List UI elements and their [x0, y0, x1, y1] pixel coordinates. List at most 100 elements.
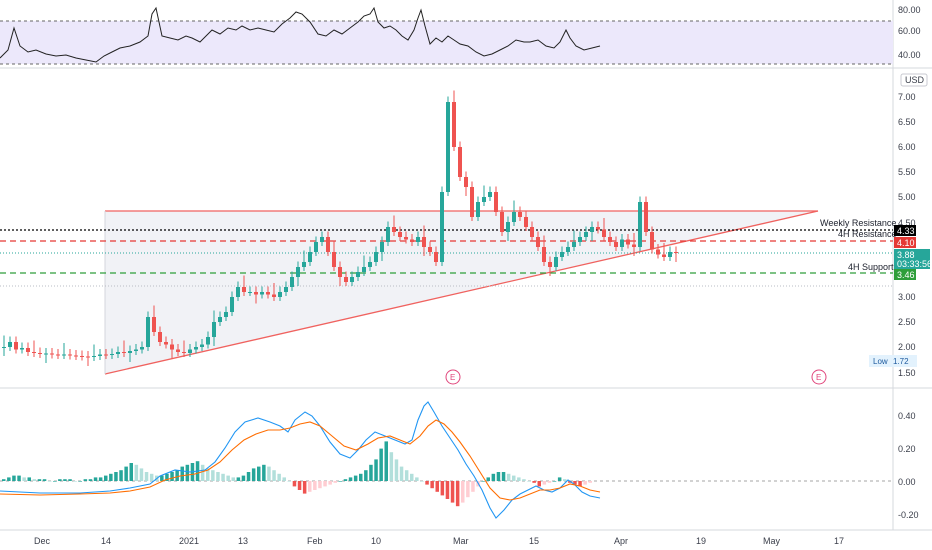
weekly-resistance-value: 4.33 [897, 226, 915, 236]
candle-body [188, 349, 192, 353]
histogram-bar [313, 481, 317, 490]
candle-body [452, 102, 456, 147]
macd-signal-line [0, 419, 601, 501]
candle-body [224, 312, 228, 317]
candle-body [350, 277, 354, 282]
candle-body [176, 349, 180, 352]
histogram-bar [415, 477, 419, 481]
histogram-bar [231, 477, 235, 481]
low-tag [869, 355, 917, 367]
triangle-bottom-line[interactable] [104, 210, 819, 375]
histogram-bar [394, 459, 399, 481]
date-label: 13 [238, 536, 248, 546]
price-axis[interactable]: USD 7.00 6.50 6.00 5.50 5.00 4.50 3.00 2… [869, 73, 932, 378]
histogram-bar [2, 479, 6, 481]
candle-body [602, 229, 606, 237]
h4-resistance-tag [894, 237, 916, 248]
candle-body [626, 239, 630, 245]
histogram-bar [506, 473, 511, 481]
histogram-bar [7, 477, 11, 481]
histogram-bar [308, 481, 312, 492]
candle-body [290, 277, 294, 287]
candle-body [308, 252, 312, 262]
histogram-bar [512, 475, 516, 481]
candle-body [50, 353, 54, 355]
histogram-bar [364, 470, 368, 481]
histogram-bar [180, 466, 184, 481]
histogram-bar [282, 477, 286, 481]
macd-line [0, 401, 601, 519]
candle-body [86, 356, 90, 358]
histogram-bar [547, 481, 552, 483]
histogram-bar [211, 470, 215, 481]
candle-body [674, 252, 678, 253]
candle-body [566, 247, 570, 252]
candle-body [404, 237, 408, 240]
histogram-bar [114, 472, 118, 481]
histogram-bar [119, 470, 123, 481]
rsi-line [0, 6, 601, 63]
histogram-bar [466, 481, 470, 498]
date-label: Apr [614, 536, 628, 546]
h4-support-tag [894, 269, 916, 280]
histogram-bar [496, 472, 501, 481]
histogram-bar [272, 470, 276, 481]
candle-body [488, 192, 492, 197]
candlestick-series[interactable] [2, 90, 678, 367]
price-panel[interactable]: Weekly Resistance 4H Resistance 4H Suppo… [0, 90, 897, 385]
histogram-bar [389, 452, 394, 481]
candle-body [356, 272, 360, 277]
price-tick: 1.50 [898, 368, 916, 378]
histogram-bar [262, 464, 266, 481]
histogram-bar [206, 468, 210, 481]
currency-badge[interactable] [900, 73, 928, 87]
histogram-bar [374, 459, 378, 481]
candle-body [278, 292, 282, 297]
macd-panel[interactable] [0, 401, 893, 519]
candle-body [62, 354, 66, 356]
date-label: 2021 [179, 536, 199, 546]
price-tick: 6.50 [898, 117, 916, 127]
candle-body [236, 287, 240, 297]
rsi-panel[interactable] [0, 6, 893, 65]
histogram-bar [333, 481, 337, 483]
histogram-bar [522, 479, 526, 481]
date-label: 19 [696, 536, 706, 546]
candle-body [56, 354, 60, 356]
candle-body [104, 354, 108, 356]
h4-resistance-value: 4.10 [897, 238, 915, 248]
histogram-bar [425, 481, 429, 485]
weekly-resistance-tag [894, 225, 916, 236]
histogram-bar [450, 481, 455, 503]
earnings-marker[interactable]: E [811, 369, 827, 385]
histogram-bar [430, 481, 434, 489]
candle-body [542, 247, 546, 262]
candle-body [608, 237, 612, 242]
histogram-bar [139, 468, 144, 481]
candle-body [74, 355, 78, 357]
histogram-bar [353, 475, 358, 481]
candle-body [20, 348, 24, 350]
date-label: May [763, 536, 781, 546]
histogram-bar [53, 481, 57, 482]
candle-body [572, 242, 576, 247]
candle-body [134, 349, 138, 351]
histogram-bar [185, 464, 190, 481]
time-axis[interactable]: Dec 14 2021 13 Feb 10 Mar 15 Apr 19 May … [34, 536, 844, 546]
last-price-tag [894, 249, 930, 269]
candle-body [110, 354, 114, 355]
histogram-bar [517, 477, 521, 481]
date-label: 15 [529, 536, 539, 546]
candle-body [386, 227, 390, 242]
histogram-bar [455, 481, 460, 507]
candle-body [668, 252, 672, 257]
histogram-bar [63, 479, 67, 481]
candle-body [2, 347, 6, 348]
price-tick: 6.00 [898, 142, 916, 152]
candle-body [440, 192, 444, 262]
candle-body [218, 317, 222, 322]
candle-body [392, 227, 396, 232]
histogram-bar [527, 481, 531, 482]
earnings-marker[interactable]: E [445, 369, 461, 385]
